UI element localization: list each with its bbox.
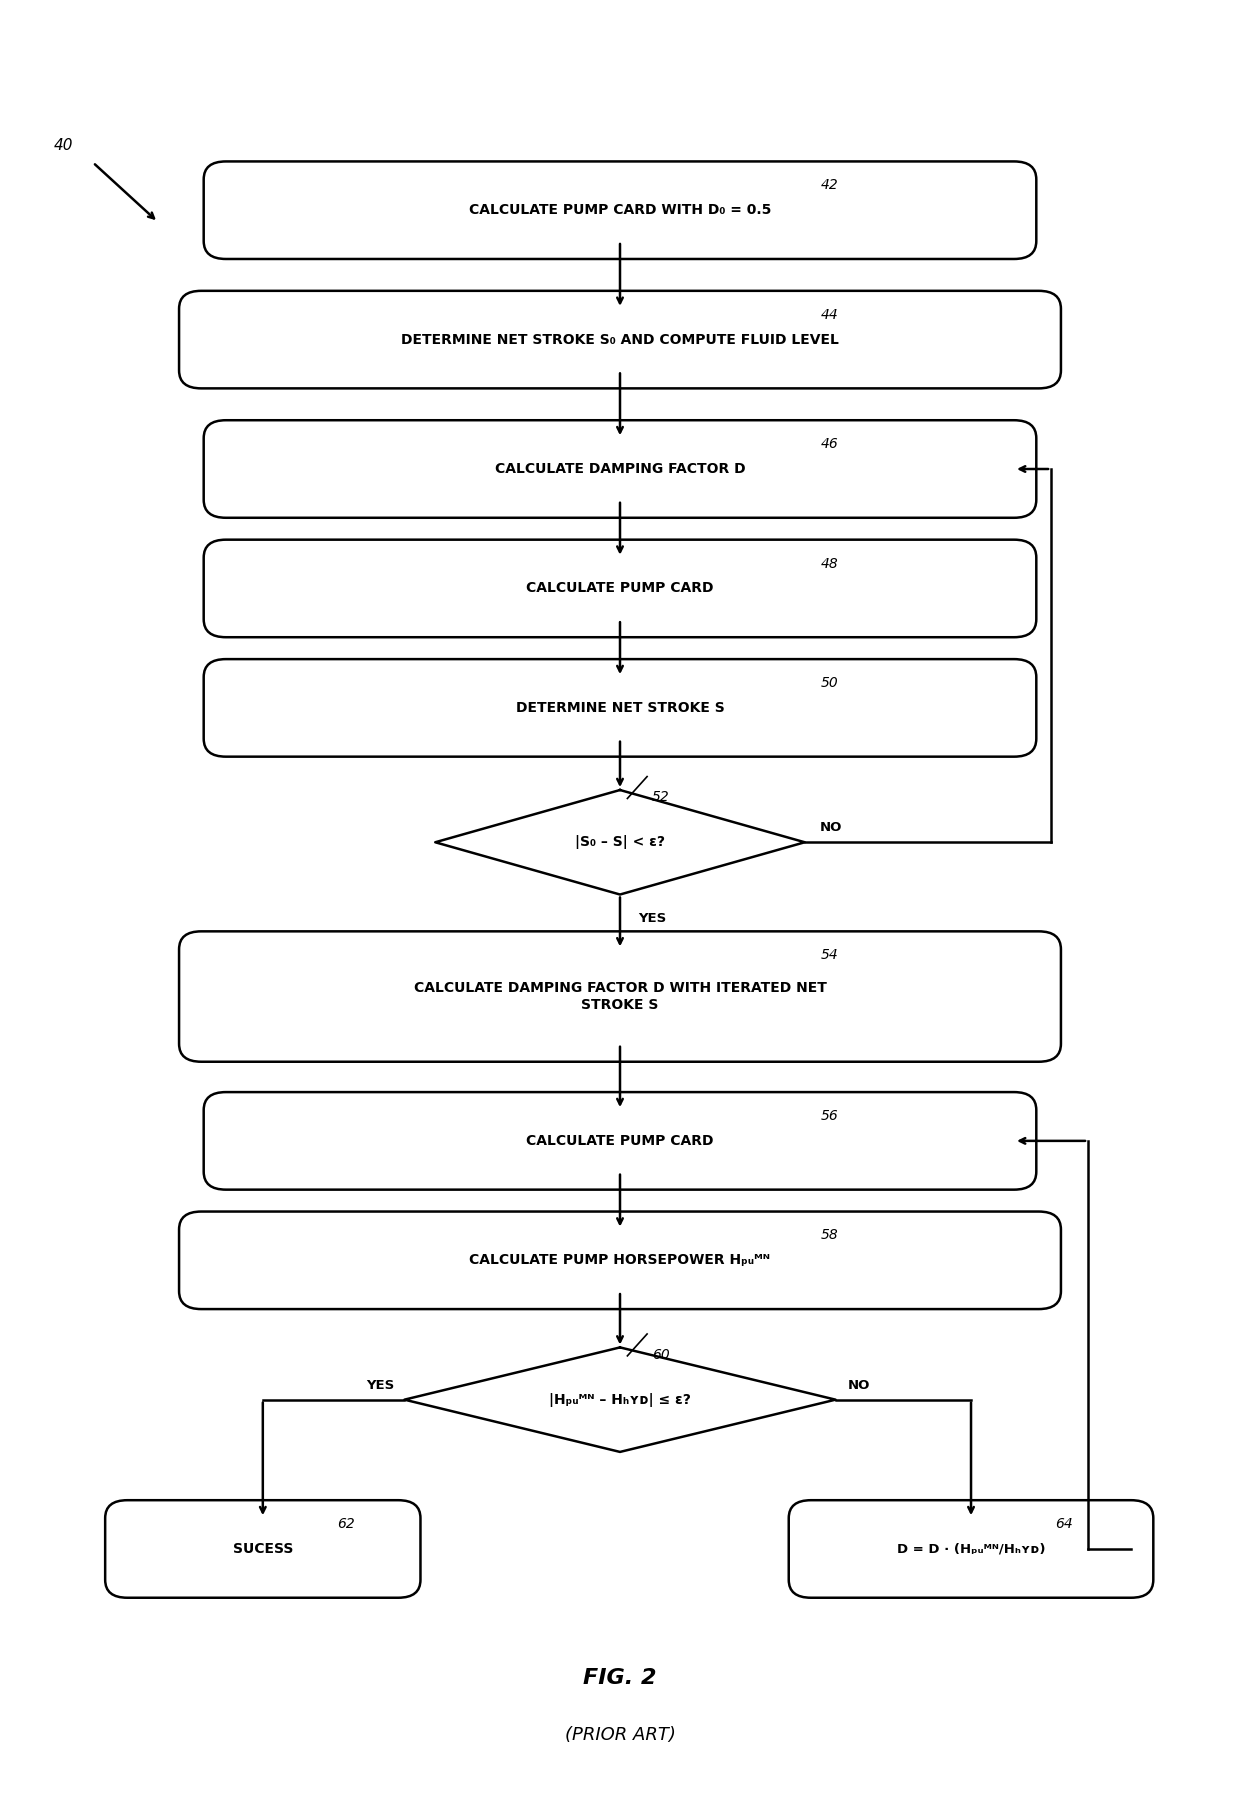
Text: SUCESS: SUCESS — [233, 1542, 293, 1556]
Polygon shape — [435, 791, 805, 895]
Text: DETERMINE NET STROKE S: DETERMINE NET STROKE S — [516, 701, 724, 715]
FancyBboxPatch shape — [105, 1500, 420, 1598]
Polygon shape — [404, 1348, 836, 1452]
Text: CALCULATE DAMPING FACTOR D WITH ITERATED NET
STROKE S: CALCULATE DAMPING FACTOR D WITH ITERATED… — [414, 981, 826, 1012]
Text: 50: 50 — [821, 676, 838, 690]
Text: YES: YES — [639, 913, 667, 925]
FancyBboxPatch shape — [203, 539, 1037, 638]
Text: (PRIOR ART): (PRIOR ART) — [564, 1727, 676, 1745]
Text: 46: 46 — [821, 437, 838, 451]
FancyBboxPatch shape — [179, 291, 1061, 388]
Text: 44: 44 — [821, 307, 838, 322]
Text: NO: NO — [848, 1378, 870, 1391]
Text: YES: YES — [366, 1378, 394, 1391]
FancyBboxPatch shape — [179, 1211, 1061, 1308]
FancyBboxPatch shape — [203, 1093, 1037, 1190]
Text: 40: 40 — [53, 138, 73, 153]
FancyBboxPatch shape — [179, 931, 1061, 1062]
FancyBboxPatch shape — [203, 659, 1037, 757]
Text: 54: 54 — [821, 947, 838, 961]
Text: CALCULATE PUMP CARD WITH D₀ = 0.5: CALCULATE PUMP CARD WITH D₀ = 0.5 — [469, 203, 771, 217]
Text: 62: 62 — [337, 1517, 355, 1531]
Text: 52: 52 — [652, 791, 670, 805]
Text: CALCULATE PUMP CARD: CALCULATE PUMP CARD — [526, 582, 714, 595]
Text: CALCULATE PUMP CARD: CALCULATE PUMP CARD — [526, 1134, 714, 1148]
FancyBboxPatch shape — [789, 1500, 1153, 1598]
Text: |Hₚᵤᴹᴺ – Hₕʏᴅ| ≤ ε?: |Hₚᵤᴹᴺ – Hₕʏᴅ| ≤ ε? — [549, 1393, 691, 1407]
Text: D = D · (Hₚᵤᴹᴺ/Hₕʏᴅ): D = D · (Hₚᵤᴹᴺ/Hₕʏᴅ) — [897, 1542, 1045, 1556]
Text: FIG. 2: FIG. 2 — [583, 1668, 657, 1689]
Text: CALCULATE PUMP HORSEPOWER Hₚᵤᴹᴺ: CALCULATE PUMP HORSEPOWER Hₚᵤᴹᴺ — [470, 1253, 770, 1267]
Text: DETERMINE NET STROKE S₀ AND COMPUTE FLUID LEVEL: DETERMINE NET STROKE S₀ AND COMPUTE FLUI… — [401, 332, 839, 347]
Text: CALCULATE DAMPING FACTOR D: CALCULATE DAMPING FACTOR D — [495, 462, 745, 476]
Text: 64: 64 — [1055, 1517, 1073, 1531]
Text: 42: 42 — [821, 178, 838, 192]
FancyBboxPatch shape — [203, 162, 1037, 259]
Text: |S₀ – S| < ε?: |S₀ – S| < ε? — [575, 836, 665, 850]
FancyBboxPatch shape — [203, 420, 1037, 518]
Text: 58: 58 — [821, 1229, 838, 1242]
Text: NO: NO — [820, 821, 842, 834]
Text: 48: 48 — [821, 557, 838, 570]
Text: 56: 56 — [821, 1109, 838, 1123]
Text: 60: 60 — [652, 1348, 670, 1362]
